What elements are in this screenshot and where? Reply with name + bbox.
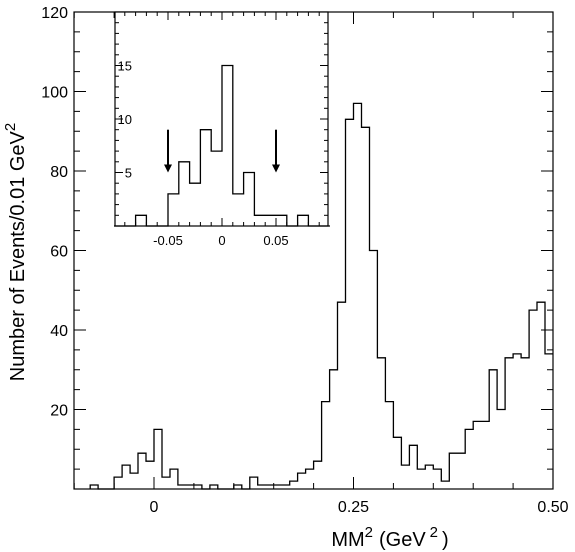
histogram-bin: [90, 485, 98, 489]
histogram-bin: [146, 461, 154, 489]
histogram-bin: [505, 358, 513, 489]
inset-histogram: [114, 64, 330, 227]
main-histogram: [89, 102, 553, 490]
histogram-bin: [385, 402, 393, 489]
histogram-bin: [377, 358, 385, 489]
histogram-bin: [537, 302, 545, 489]
histogram-bin: [433, 469, 441, 489]
x-tick-label: 0.25: [338, 499, 369, 516]
histogram-bin: [346, 119, 354, 489]
histogram-bin: [370, 251, 378, 490]
histogram-bin: [282, 485, 290, 489]
inset-histogram-bin: [276, 215, 287, 226]
y-axis-label: Number of Events/0.01 GeV2: [2, 123, 29, 381]
histogram-bin: [497, 410, 505, 490]
histogram-bin: [481, 421, 489, 489]
histogram-bin: [473, 421, 481, 489]
histogram-bin: [138, 453, 146, 489]
inset-histogram-bin: [298, 215, 309, 226]
histogram-bin: [330, 370, 338, 489]
histogram-bin: [401, 465, 409, 489]
histogram-bin: [314, 461, 322, 489]
histogram-bin: [194, 485, 202, 489]
inset-histogram-bin: [179, 162, 190, 226]
histogram-bin: [441, 481, 449, 489]
histogram-bin: [457, 453, 465, 489]
inset-x-tick-label: 0.05: [263, 233, 288, 248]
main-histogram-outline: [89, 102, 553, 490]
histogram-bin: [417, 469, 425, 489]
inset-y-tick-label: 15: [118, 59, 132, 74]
y-tick-label: 40: [50, 323, 68, 340]
inset-histogram-bin: [222, 66, 233, 227]
histogram-bin: [362, 127, 370, 489]
histogram-bin: [425, 465, 433, 489]
histogram-bin: [290, 481, 298, 489]
inset-histogram-outline: [114, 64, 330, 227]
histogram-bin: [338, 302, 346, 489]
y-tick-label: 20: [50, 403, 68, 420]
inset-histogram-bin: [233, 194, 244, 226]
histogram-bin: [489, 370, 497, 489]
histogram-bin: [130, 473, 138, 489]
inset-histogram-bin: [265, 215, 276, 226]
inset-histogram-bin: [244, 173, 255, 227]
inset-y-tick-label: 10: [118, 112, 132, 127]
histogram-bin: [274, 485, 282, 489]
x-tick-label: 0: [150, 499, 159, 516]
histogram-bin: [234, 485, 242, 489]
x-tick-label: 0.50: [537, 499, 568, 516]
arrow-head-icon: [164, 164, 172, 173]
y-tick-label: 60: [50, 244, 68, 261]
histogram-bin: [465, 429, 473, 489]
inset-histogram-bin: [200, 130, 211, 226]
histogram-bin: [322, 402, 330, 489]
inset-y-tick-label: 5: [125, 166, 132, 181]
histogram-bin: [210, 485, 218, 489]
histogram-bin: [258, 485, 266, 489]
inset-histogram-bin: [211, 151, 222, 226]
y-tick-label: 120: [41, 5, 68, 22]
x-axis-label: MM2 (GeV 2): [331, 524, 448, 551]
histogram-bin: [122, 465, 130, 489]
histogram-bin: [393, 437, 401, 489]
histogram-bin: [266, 485, 274, 489]
histogram-bin: [409, 445, 417, 489]
inset-histogram-bin: [190, 183, 201, 226]
histogram-bin: [170, 469, 178, 489]
histogram-bin: [521, 358, 529, 489]
inset-x-tick-label: -0.05: [153, 233, 183, 248]
histogram-bin: [354, 103, 362, 489]
histogram-bin: [545, 354, 553, 489]
inset-x-tick-label: 0: [218, 233, 225, 248]
inset-histogram-bin: [254, 215, 265, 226]
histogram-bin: [529, 310, 537, 489]
inset-histogram-bin: [136, 215, 147, 226]
histogram-bin: [513, 354, 521, 489]
histogram-bin: [250, 477, 258, 489]
histogram-bin: [162, 477, 170, 489]
inset-tick-labels: -0.05 0 0.05 5 10 15: [118, 59, 289, 249]
inset-arrows: [164, 129, 280, 173]
arrow-head-icon: [272, 164, 280, 173]
histogram-bin: [298, 473, 306, 489]
inset-histogram-bin: [168, 194, 179, 226]
histogram-bin: [178, 485, 186, 489]
y-tick-label: 100: [41, 85, 68, 102]
histogram-bin: [449, 453, 457, 489]
histogram-bin: [114, 477, 122, 489]
y-tick-label: 80: [50, 164, 68, 181]
histogram-bin: [154, 429, 162, 489]
histogram-bin: [186, 485, 194, 489]
histogram-bin: [306, 469, 314, 489]
